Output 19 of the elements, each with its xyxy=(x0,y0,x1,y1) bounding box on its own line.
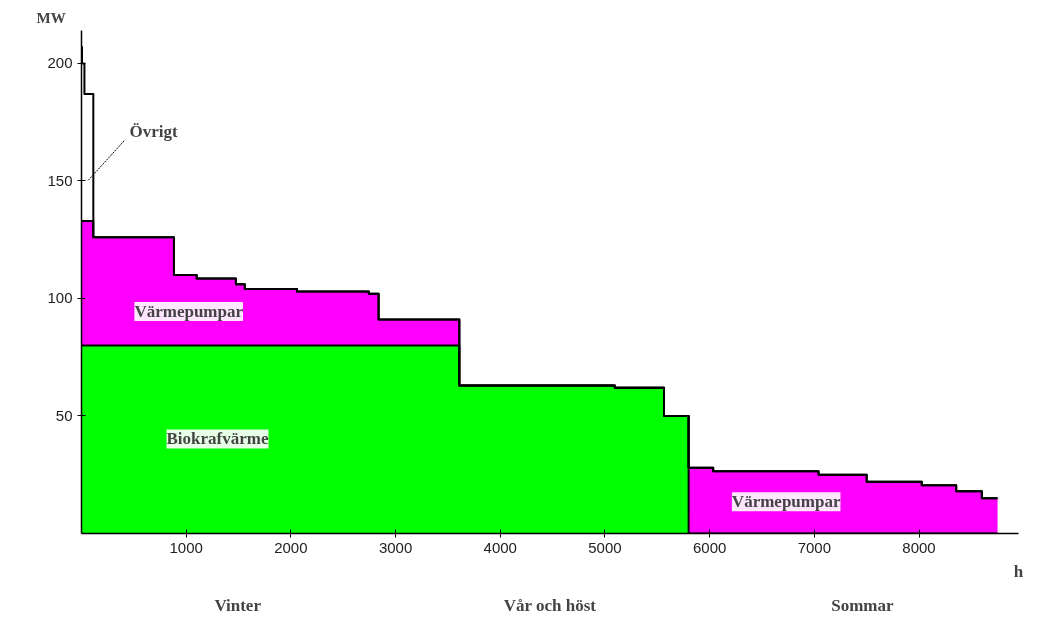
y-tick-label: 200 xyxy=(47,54,73,72)
x-axis-title: h xyxy=(1013,561,1024,581)
text: Övrigt xyxy=(129,121,179,141)
x-tick-label: 5000 xyxy=(588,538,622,556)
y-axis-title: MW xyxy=(36,9,66,26)
x-tick-label: 3000 xyxy=(378,538,413,556)
y-tick-label: 100 xyxy=(47,289,73,307)
x-tick-label: 7000 xyxy=(797,538,832,556)
x-tick-label: 8000 xyxy=(902,538,936,556)
y-tick-label: 50 xyxy=(55,406,73,424)
x-tick-label: 6000 xyxy=(692,538,727,556)
series-label: Värmepumpar xyxy=(134,301,244,321)
text: Vår och höst xyxy=(503,595,597,615)
text: Vinter xyxy=(214,595,262,615)
x-tick-label: 1000 xyxy=(169,538,203,556)
x-tick-label: 4000 xyxy=(483,538,517,556)
text: Sommar xyxy=(831,595,894,615)
y-tick-label: 150 xyxy=(47,171,73,189)
x-tick-label: 2000 xyxy=(274,538,308,556)
